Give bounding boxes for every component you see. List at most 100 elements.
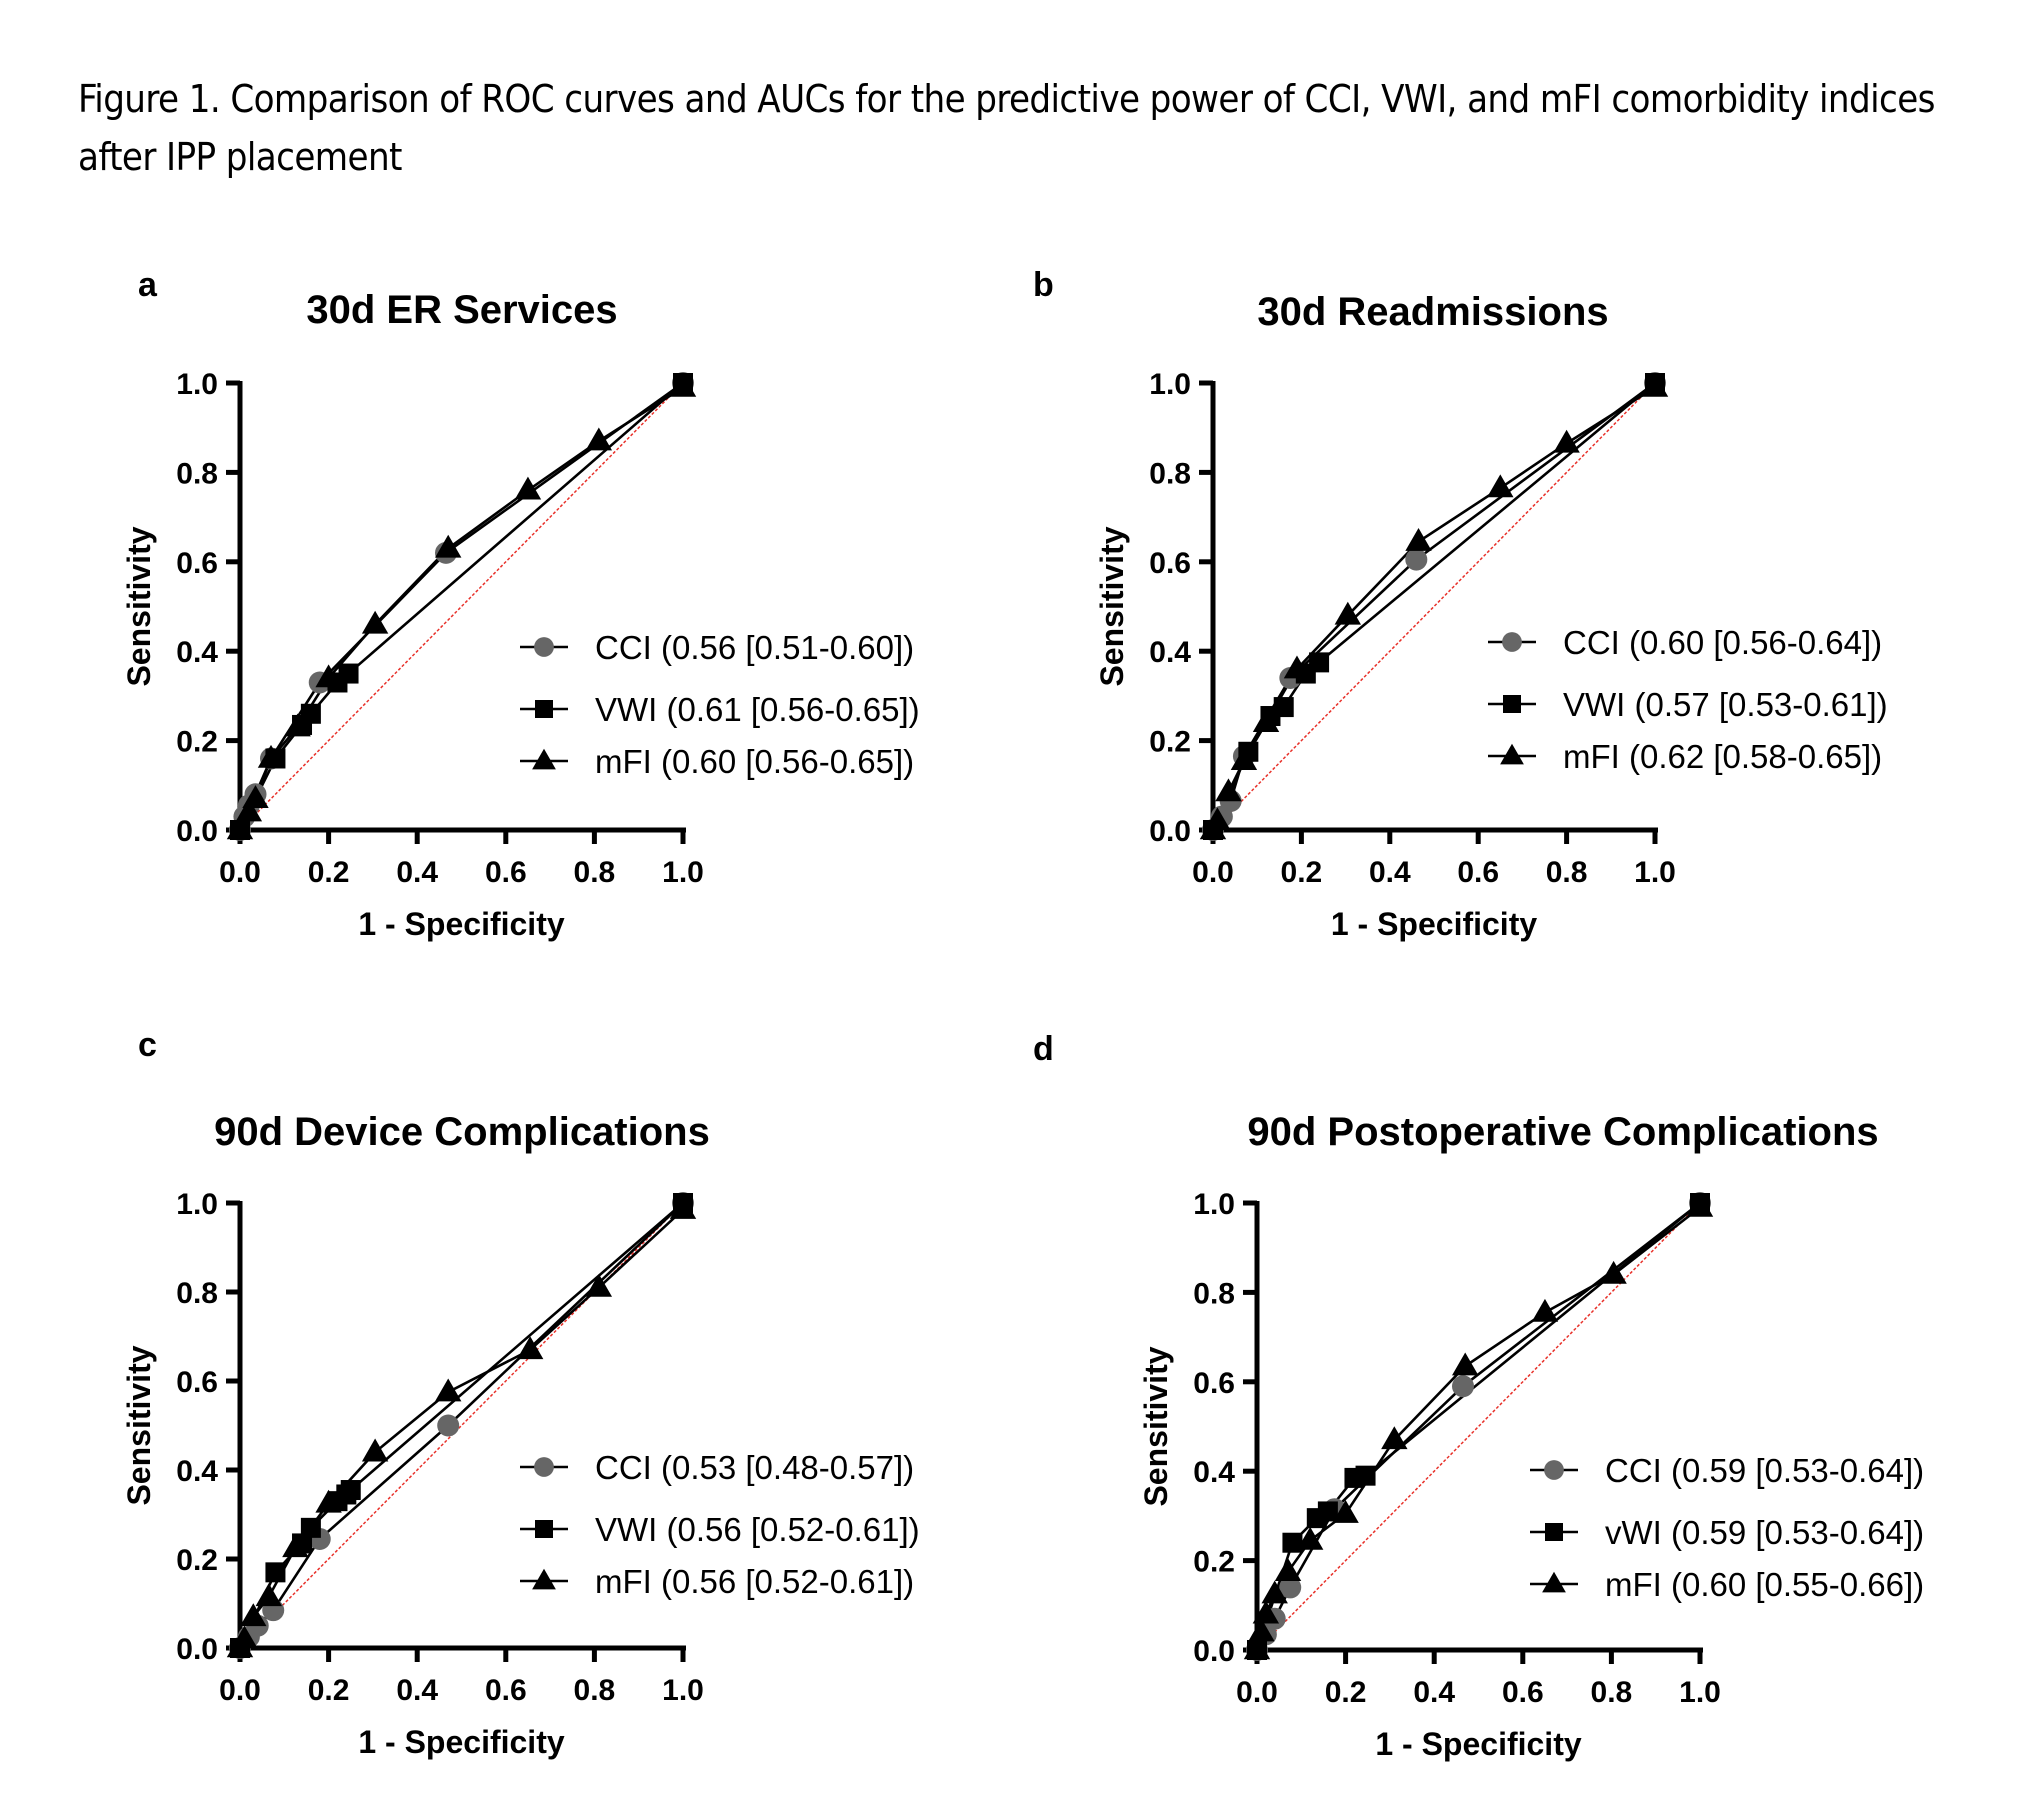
y-tick-label: 0.0 (1193, 1635, 1235, 1668)
y-tick-label: 0.2 (176, 1544, 218, 1577)
x-axis-title: 1 - Specificity (1331, 906, 1538, 942)
data-point (361, 1438, 389, 1462)
data-point (235, 798, 263, 822)
data-point (1600, 1260, 1627, 1284)
data-point (226, 816, 254, 840)
data-point (516, 1336, 544, 1360)
data-point (240, 1603, 267, 1627)
x-tick-label: 0.0 (219, 856, 261, 889)
legend: CCI (0.56 [0.51-0.60]) VWI (0.61 [0.56-0.… (520, 629, 920, 780)
data-point (585, 427, 613, 451)
legend-item: CCI (0.59 [0.53-0.64]) (1530, 1452, 1924, 1489)
panel-c: c 90d Device Complications 0.0 0.2 0.4 0.6 0… (0, 1020, 1000, 1820)
x-tick-label: 1.0 (1679, 1676, 1721, 1709)
markers-mfi (1199, 373, 1669, 840)
y-tick-label: 0.6 (176, 1366, 218, 1399)
legend-marker-circle-icon (534, 1457, 554, 1477)
legend-label: CCI (0.60 [0.56-0.64]) (1563, 624, 1882, 661)
x-tick-label: 0.2 (308, 1674, 350, 1707)
panel-letter: a (138, 266, 157, 304)
data-point (315, 1489, 342, 1513)
legend-item: VWI (0.61 [0.56-0.65]) (520, 691, 920, 728)
data-point (1452, 1352, 1479, 1376)
legend-label: mFI (0.60 [0.55-0.66]) (1605, 1566, 1924, 1603)
data-point (1243, 1636, 1271, 1660)
legend-marker-square-icon (1545, 1523, 1563, 1541)
data-point (1204, 807, 1231, 831)
legend-marker-triangle-icon (1500, 743, 1524, 765)
legend-item: mFI (0.60 [0.56-0.65]) (520, 743, 914, 780)
data-point (1553, 429, 1580, 453)
data-point (1273, 697, 1294, 718)
data-point (1317, 1501, 1338, 1522)
legend-label: CCI (0.59 [0.53-0.64]) (1605, 1452, 1924, 1489)
data-point (1252, 709, 1280, 732)
y-tick-label: 0.4 (1193, 1456, 1235, 1489)
legend: CCI (0.60 [0.56-0.64]) VWI (0.57 [0.53-0.… (1488, 624, 1888, 775)
y-tick-label: 0.0 (176, 815, 218, 848)
y-axis-title: Sensitivity (121, 1345, 157, 1505)
data-point (1381, 1426, 1408, 1450)
data-point (1261, 1580, 1288, 1604)
x-tick-label: 0.8 (1546, 856, 1588, 889)
y-tick-label: 0.8 (1149, 457, 1191, 490)
roc-chart-d: 0.0 0.2 0.4 0.6 0.8 1.0 0.0 0.2 0.4 0.6 0.8 1.0 1 - … (1138, 1188, 1924, 1762)
axes: 0.0 0.2 0.4 0.6 0.8 1.0 0.0 0.2 0.4 0.6 0.8 1.0 (1149, 368, 1676, 889)
x-tick-label: 0.6 (1502, 1676, 1544, 1709)
legend-item: mFI (0.56 [0.52-0.61]) (520, 1563, 914, 1600)
roc-chart-b: 0.0 0.2 0.4 0.6 0.8 1.0 0.0 0.2 0.4 0.6 0.8 1.0 1 - … (1094, 368, 1888, 942)
data-point (669, 1196, 697, 1219)
data-point (255, 1583, 282, 1607)
y-tick-label: 0.4 (176, 636, 218, 669)
legend-label: CCI (0.56 [0.51-0.60]) (595, 629, 914, 666)
legend-marker-square-icon (1503, 695, 1521, 713)
x-axis-title: 1 - Specificity (358, 906, 565, 942)
panel-a: a 30d ER Services 0.0 0.2 0.4 0.6 0.8 1.0 0.0 0… (0, 260, 1000, 1060)
legend-item: CCI (0.60 [0.56-0.64]) (1488, 624, 1882, 661)
x-tick-label: 0.4 (396, 1674, 438, 1707)
panel-b: b 30d Readmissions 0.0 0.2 0.4 0.6 0.8 1.0 0.0… (973, 260, 1973, 1060)
axes: 0.0 0.2 0.4 0.6 0.8 1.0 0.0 0.2 0.4 0.6 0.8 1.0 (176, 1188, 704, 1707)
legend-item: CCI (0.53 [0.48-0.57]) (520, 1449, 914, 1486)
data-point (1641, 373, 1669, 397)
data-point (1451, 1375, 1474, 1398)
data-point (1274, 1558, 1302, 1582)
x-tick-label: 0.8 (574, 1674, 616, 1707)
panel-letter: b (1033, 266, 1054, 304)
x-tick-label: 0.6 (1457, 856, 1499, 889)
y-tick-label: 0.0 (1149, 815, 1191, 848)
panel-title: 30d ER Services (306, 288, 618, 332)
markers-mfi (1243, 1193, 1714, 1660)
y-tick-label: 0.6 (1149, 547, 1191, 580)
data-point (338, 663, 359, 684)
x-tick-label: 0.4 (1413, 1676, 1455, 1709)
data-point (1334, 601, 1362, 625)
legend-marker-circle-icon (1502, 632, 1522, 652)
data-point (1332, 1500, 1359, 1523)
data-point (1282, 1532, 1303, 1553)
data-point (242, 785, 269, 808)
roc-chart-a: 0.0 0.2 0.4 0.6 0.8 1.0 0.0 0.2 0.4 0.6 0.8 1.0 1 - … (121, 368, 920, 942)
data-point (361, 610, 389, 634)
y-tick-label: 0.2 (1193, 1546, 1235, 1579)
y-tick-label: 0.0 (176, 1633, 218, 1666)
y-tick-label: 0.2 (1149, 726, 1191, 759)
data-point (435, 1378, 462, 1402)
data-point (1283, 655, 1311, 679)
data-point (435, 534, 462, 558)
legend-label: VWI (0.61 [0.56-0.65]) (595, 691, 920, 728)
data-point (315, 664, 342, 688)
x-tick-label: 0.8 (574, 856, 616, 889)
panel-title: 90d Device Complications (214, 1110, 710, 1154)
panel-letter: d (1033, 1030, 1054, 1068)
x-tick-label: 1.0 (662, 1674, 704, 1707)
legend-marker-triangle-icon (1542, 1571, 1566, 1593)
legend-label: mFI (0.56 [0.52-0.61]) (595, 1563, 914, 1600)
axes: 0.0 0.2 0.4 0.6 0.8 1.0 0.0 0.2 0.4 0.6 0.8 1.0 (176, 368, 704, 889)
legend-marker-circle-icon (534, 637, 554, 657)
y-tick-label: 0.8 (176, 457, 218, 490)
data-point (1686, 1193, 1714, 1217)
axes: 0.0 0.2 0.4 0.6 0.8 1.0 0.0 0.2 0.4 0.6 0.8 1.0 (1193, 1188, 1721, 1709)
legend-label: mFI (0.60 [0.56-0.65]) (595, 743, 914, 780)
data-point (284, 713, 311, 737)
